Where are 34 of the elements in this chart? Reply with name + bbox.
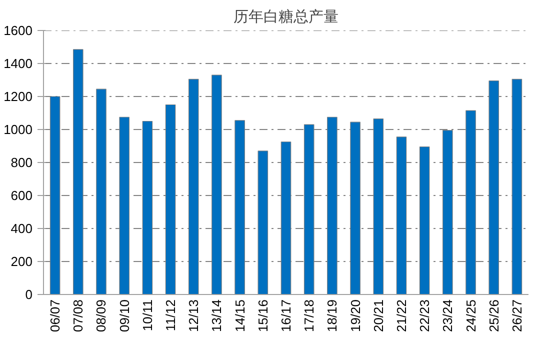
y-tick-label: 1400 <box>4 56 32 71</box>
x-tick-label: 06/07 <box>48 299 63 332</box>
x-tick-label: 16/17 <box>278 299 294 332</box>
x-tick-label: 18/19 <box>324 299 340 332</box>
y-tick-label: 200 <box>10 254 33 269</box>
x-tick-label: 24/25 <box>463 299 478 332</box>
x-tick-label: 09/10 <box>116 299 132 332</box>
bar <box>419 146 430 294</box>
bar <box>96 88 106 294</box>
x-tick-label: 15/16 <box>255 299 270 332</box>
x-tick-label: 25/26 <box>486 299 502 332</box>
x-tick-label: 26/27 <box>509 299 524 332</box>
x-tick-label: 17/18 <box>302 299 317 332</box>
y-tick-label: 1000 <box>4 122 32 137</box>
x-tick-label: 21/22 <box>394 299 409 332</box>
x-tick-label: 12/13 <box>186 299 202 332</box>
y-tick-label: 1200 <box>4 89 32 104</box>
y-tick-label: 400 <box>10 221 33 236</box>
chart-title: 历年白糖总产量 <box>234 8 338 26</box>
bar <box>258 150 268 294</box>
y-tick-label: 1600 <box>4 23 32 38</box>
x-tick-label: 07/08 <box>70 299 86 332</box>
x-tick-label: 19/20 <box>348 299 363 332</box>
x-tick-label: 10/11 <box>140 299 155 332</box>
x-tick-label: 11/12 <box>163 299 178 332</box>
y-tick-label: 800 <box>10 155 33 170</box>
y-tick-label: 600 <box>10 188 33 203</box>
x-tick-label: 08/09 <box>94 299 109 332</box>
x-tick-label: 13/14 <box>209 299 224 332</box>
x-tick-label: 20/21 <box>370 299 386 332</box>
x-tick-label: 14/15 <box>232 299 248 332</box>
x-tick-label: 22/23 <box>417 299 432 332</box>
y-tick-label: 0 <box>25 287 33 302</box>
x-tick-label: 23/24 <box>440 299 456 332</box>
